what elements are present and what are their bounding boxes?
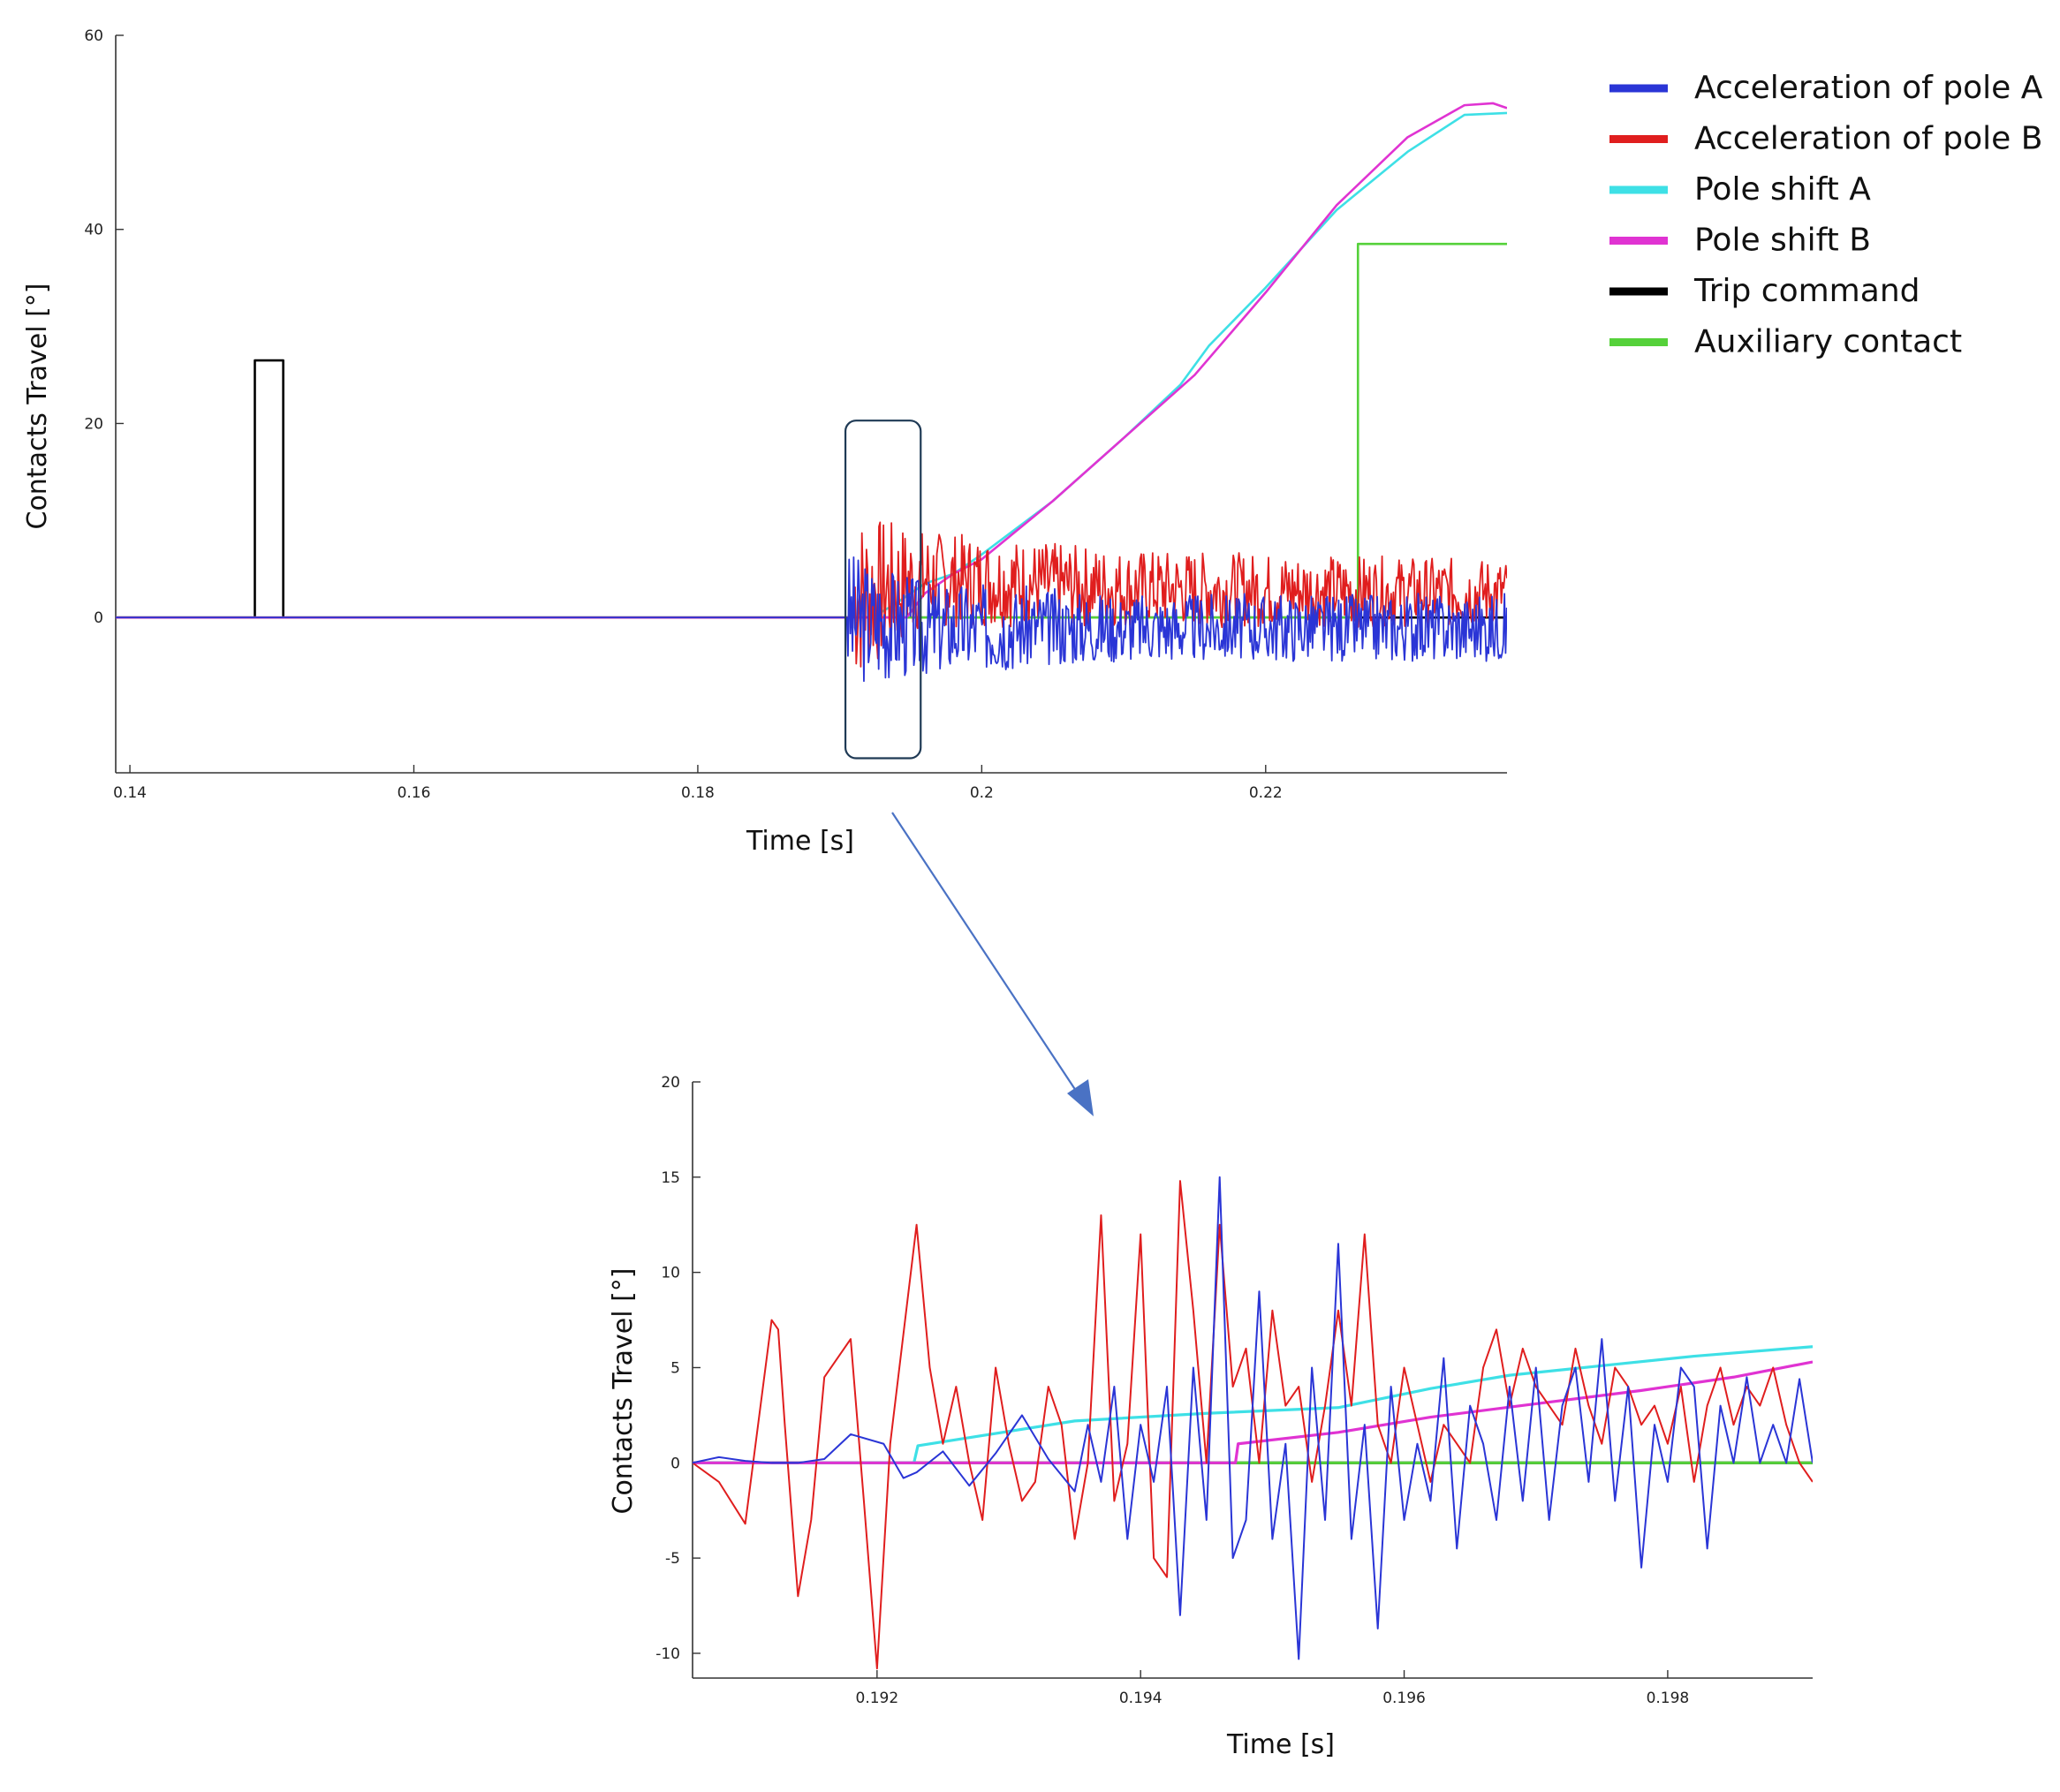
series-acceleration-of-pole-a xyxy=(116,556,1507,683)
x-tick-label: 0.194 xyxy=(1119,1690,1163,1707)
legend: Acceleration of pole A Acceleration of po… xyxy=(1609,70,2043,360)
x-tick-label: 0.196 xyxy=(1382,1690,1426,1707)
y-axis-title: Contacts Travel [°] xyxy=(22,283,53,529)
y-tick-label: -5 xyxy=(665,1550,680,1568)
series-pole-shift-b xyxy=(693,1360,1813,1464)
legend-item-acceleration-of-pole-b: Acceleration of pole B xyxy=(1609,121,2042,157)
legend-label: Acceleration of pole B xyxy=(1694,121,2042,157)
series-pole-shift-a xyxy=(693,1345,1813,1464)
arrow-head xyxy=(1067,1079,1094,1116)
series-acceleration-of-pole-b xyxy=(116,521,1507,668)
main-axes: 0.14 0.16 0.18 0.2 0.22 0 20 40 60 Time [s] Contac… xyxy=(22,27,1507,857)
y-tick-label: 5 xyxy=(670,1359,680,1377)
legend-label: Pole shift A xyxy=(1694,171,1871,208)
y-tick-label: -10 xyxy=(655,1645,680,1663)
arrow-shaft xyxy=(891,812,1079,1094)
y-tick-label: 60 xyxy=(84,27,103,45)
y-axis-title: Contacts Travel [°] xyxy=(608,1267,639,1514)
series-pole-shift-a xyxy=(116,111,1507,619)
x-tick-label: 0.14 xyxy=(113,784,147,802)
zoom-chart: 0.192 0.194 0.196 0.198 -10 -5 0 5 10 15 20 Time [s… xyxy=(608,1074,1813,1760)
y-tick-label: 20 xyxy=(84,415,103,433)
legend-item-auxiliary-contact: Auxiliary contact xyxy=(1609,324,1962,360)
x-tick-label: 0.16 xyxy=(398,784,431,802)
y-tick-label: 20 xyxy=(661,1074,680,1092)
series-acceleration-of-pole-a xyxy=(693,1176,1813,1660)
series-pole-shift-b xyxy=(116,102,1507,619)
legend-label: Trip command xyxy=(1693,273,1920,309)
legend-item-acceleration-of-pole-a: Acceleration of pole A xyxy=(1609,70,2043,106)
x-tick-label: 0.22 xyxy=(1249,784,1283,802)
legend-label: Acceleration of pole A xyxy=(1694,70,2043,106)
main-chart: 0.14 0.16 0.18 0.2 0.22 0 20 40 60 Time [s] Contac… xyxy=(22,27,1507,857)
y-tick-label: 40 xyxy=(84,222,103,239)
x-tick-label: 0.198 xyxy=(1647,1690,1690,1707)
main-series xyxy=(116,102,1507,683)
x-tick-label: 0.2 xyxy=(970,784,994,802)
zoom-arrow xyxy=(891,812,1094,1116)
series-acceleration-of-pole-b xyxy=(693,1180,1813,1670)
x-tick-label: 0.18 xyxy=(681,784,715,802)
y-tick-label: 0 xyxy=(670,1455,680,1472)
legend-label: Auxiliary contact xyxy=(1694,324,1962,360)
zoom-region-box xyxy=(844,420,922,760)
y-tick-label: 10 xyxy=(661,1265,680,1282)
y-tick-label: 15 xyxy=(661,1169,680,1187)
y-tick-label: 0 xyxy=(94,609,103,627)
legend-label: Pole shift B xyxy=(1694,223,1871,259)
x-axis-title: Time [s] xyxy=(746,826,854,857)
x-axis-title: Time [s] xyxy=(1226,1729,1335,1760)
legend-item-pole-shift-b: Pole shift B xyxy=(1609,223,1871,259)
series-auxiliary-contact xyxy=(116,242,1507,619)
zoom-axes: 0.192 0.194 0.196 0.198 -10 -5 0 5 10 15 20 Time [s… xyxy=(608,1074,1813,1760)
x-tick-label: 0.192 xyxy=(856,1690,899,1707)
legend-item-pole-shift-a: Pole shift A xyxy=(1609,171,1871,208)
zoom-series xyxy=(693,1176,1813,1670)
legend-item-trip-command: Trip command xyxy=(1609,273,1920,309)
